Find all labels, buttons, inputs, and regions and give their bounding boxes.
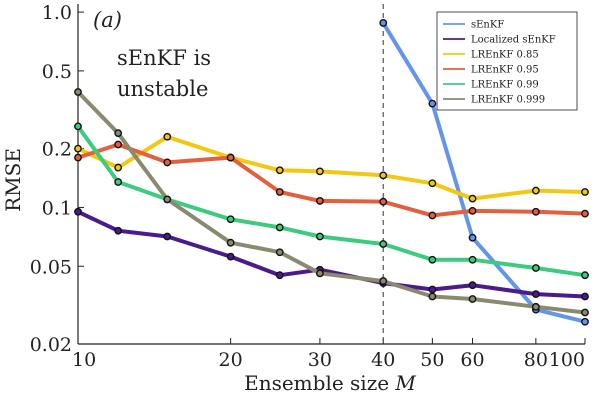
data-point	[428, 211, 437, 220]
data-point	[275, 166, 284, 175]
data-point	[428, 292, 437, 301]
data-point	[275, 223, 284, 232]
data-point	[531, 290, 540, 299]
x-axis: 10 20 30 40 50 60 80 100	[72, 338, 586, 371]
series-line	[76, 134, 587, 201]
legend: sEnKF Localized sEnKF LREnKF 0.85 LREnKF 0.…	[436, 11, 578, 111]
data-point	[114, 226, 123, 235]
x-tick-label: 20	[219, 349, 243, 371]
y-tick-label: 1.0	[42, 2, 72, 24]
data-point	[581, 317, 589, 326]
legend-label: LREnKF 0.95	[471, 65, 539, 76]
data-point	[275, 188, 284, 196]
x-tick-label: 60	[460, 349, 484, 371]
annotation-line-2: unstable	[117, 77, 208, 101]
data-point	[468, 207, 477, 215]
data-point	[428, 179, 437, 188]
series-line	[76, 209, 587, 299]
y-tick-label: 0.2	[42, 139, 72, 161]
plot-frame	[77, 4, 585, 345]
data-point	[163, 195, 172, 204]
data-point	[114, 163, 123, 172]
series-layer	[74, 19, 589, 326]
data-point	[316, 232, 324, 241]
x-tick-label: 80	[524, 349, 548, 371]
data-point	[226, 153, 235, 162]
legend-label: LREnKF 0.99	[471, 80, 539, 91]
data-point	[74, 153, 82, 162]
data-point	[379, 19, 388, 27]
legend-box	[436, 11, 578, 111]
x-tick-label: 10	[72, 349, 96, 371]
series-2	[74, 132, 589, 203]
data-point	[379, 277, 388, 285]
data-point	[531, 186, 540, 195]
series-3	[74, 140, 589, 220]
data-point	[74, 144, 82, 153]
data-point	[163, 132, 172, 141]
data-point	[428, 285, 437, 294]
data-point	[226, 238, 235, 247]
series-5	[74, 88, 589, 317]
legend-label: sEnKF	[471, 20, 504, 31]
x-tick-label: 40	[371, 349, 395, 371]
data-point	[531, 264, 540, 272]
panel-label: (a)	[93, 8, 122, 32]
y-tick-label: 0.5	[42, 61, 72, 83]
data-point	[379, 171, 388, 180]
annotation-line-1: sEnKF is	[117, 46, 211, 70]
data-point	[468, 295, 477, 303]
data-point	[114, 140, 123, 149]
data-point	[428, 99, 437, 108]
data-point	[275, 248, 284, 257]
y-tick-label: 0.1	[42, 197, 72, 219]
data-point	[163, 158, 172, 167]
data-point	[379, 197, 388, 206]
data-point	[74, 88, 82, 96]
data-point	[468, 194, 477, 203]
x-tick-label: 100	[549, 349, 585, 371]
data-point	[581, 292, 589, 301]
data-point	[581, 209, 589, 218]
data-point	[316, 167, 324, 176]
x-tick-label: 30	[308, 349, 332, 371]
series-1	[74, 207, 589, 301]
legend-label: LREnKF 0.85	[471, 50, 539, 61]
data-point	[468, 281, 477, 290]
x-tick-label: 50	[420, 349, 444, 371]
legend-label: Localized sEnKF	[471, 35, 556, 46]
data-point	[581, 188, 589, 196]
data-point	[226, 215, 235, 224]
x-axis-label: Ensemble size M	[244, 371, 416, 395]
data-point	[316, 197, 324, 205]
data-point	[531, 207, 540, 216]
y-axis-label: RMSE	[1, 148, 25, 212]
data-point	[581, 308, 589, 317]
legend-label: LREnKF 0.999	[471, 95, 545, 106]
series-0	[379, 19, 589, 326]
data-point	[316, 269, 324, 278]
data-point	[114, 129, 123, 138]
data-point	[114, 178, 123, 186]
data-point	[379, 240, 388, 248]
y-tick-label: 0.02	[30, 334, 72, 356]
data-point	[74, 207, 82, 216]
data-point	[275, 271, 284, 280]
data-point	[226, 252, 235, 261]
data-point	[428, 255, 437, 264]
y-axis: 0.02 0.05 0.1 0.2 0.5 1.0	[30, 2, 84, 356]
data-point	[74, 122, 82, 131]
data-point	[163, 232, 172, 241]
data-point	[468, 233, 477, 242]
y-tick-label: 0.05	[30, 256, 72, 278]
data-point	[531, 302, 540, 311]
data-point	[581, 271, 589, 280]
data-point	[468, 255, 477, 264]
